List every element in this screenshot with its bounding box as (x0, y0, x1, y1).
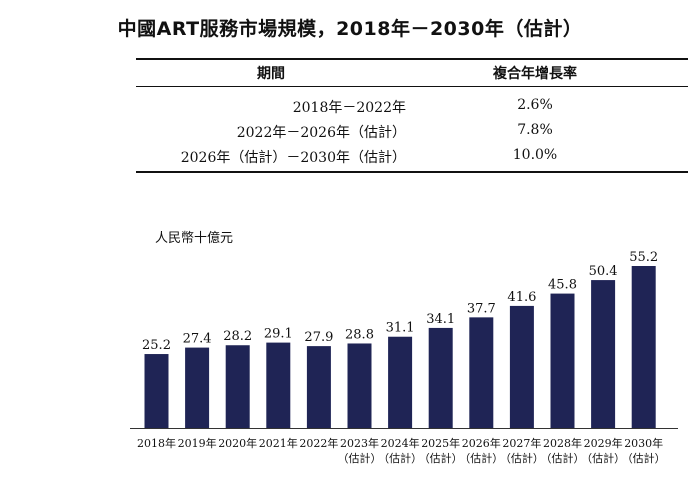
data-label: 55.2 (629, 250, 658, 265)
data-label: 27.9 (304, 330, 333, 345)
x-tick-sublabel: （估計） (419, 451, 463, 465)
bar-2020年 (225, 345, 250, 428)
table-header-cagr: 複合年增長率 (493, 66, 577, 82)
x-tick-label: 2029年 (584, 436, 623, 450)
x-tick-sublabel: （估計） (622, 451, 666, 465)
bar-2019年 (185, 347, 210, 428)
chart-title: 中國ART服務市場規模，2018年－2030年（估計） (117, 18, 583, 40)
data-label: 25.2 (142, 338, 171, 353)
x-tick-label: 2026年 (462, 436, 501, 450)
data-label: 27.4 (183, 332, 212, 347)
table-cell-period: 2022年－2026年（估計） (236, 125, 406, 141)
table-cell-cagr: 7.8% (517, 122, 553, 138)
x-tick-label: 2019年 (178, 436, 217, 450)
x-tick-sublabel: （估計） (500, 451, 544, 465)
bar-2024年 (388, 336, 413, 428)
x-tick-label: 2025年 (421, 436, 460, 450)
x-tick-label: 2028年 (543, 436, 582, 450)
bar-2030年 (631, 266, 656, 428)
bar-2029年 (591, 280, 616, 428)
bar-2018年 (144, 354, 169, 428)
x-tick-label: 2027年 (502, 436, 541, 450)
table-bottom-rule (136, 171, 688, 173)
y-axis-unit-label: 人民幣十億元 (155, 231, 234, 246)
bar-2026年 (469, 317, 494, 428)
data-label: 37.7 (467, 301, 496, 316)
table-cell-cagr: 10.0% (512, 147, 558, 163)
bar-2023年 (347, 343, 372, 428)
bar-2027年 (509, 305, 534, 428)
x-tick-label: 2030年 (624, 436, 663, 450)
table-header-rule (136, 86, 688, 87)
x-tick-label: 2024年 (381, 436, 420, 450)
table-cell-period: 2018年－2022年 (292, 100, 406, 116)
data-label: 34.1 (426, 312, 455, 327)
table-cell-cagr: 2.6% (517, 97, 553, 113)
bar-2025年 (428, 327, 453, 428)
x-tick-label: 2023年 (340, 436, 379, 450)
data-label: 45.8 (548, 278, 577, 293)
bar-2022年 (306, 346, 331, 428)
x-tick-label: 2020年 (218, 436, 257, 450)
table-cell-period: 2026年（估計）－2030年（估計） (180, 150, 406, 166)
bar-2028年 (550, 293, 575, 428)
data-label: 28.2 (223, 329, 252, 344)
x-tick-sublabel: （估計） (378, 451, 422, 465)
table-header-period: 期間 (257, 66, 285, 82)
x-tick-label: 2018年 (137, 436, 176, 450)
x-tick-sublabel: （估計） (541, 451, 585, 465)
x-tick-label: 2022年 (299, 436, 338, 450)
x-tick-sublabel: （估計） (581, 451, 625, 465)
data-label: 31.1 (386, 321, 415, 336)
x-tick-sublabel: （估計） (459, 451, 503, 465)
bar-2021年 (266, 342, 291, 428)
data-label: 50.4 (589, 264, 618, 279)
x-tick-label: 2021年 (259, 436, 298, 450)
data-label: 29.1 (264, 327, 293, 342)
data-label: 41.6 (507, 290, 536, 305)
data-label: 28.8 (345, 327, 374, 342)
x-tick-sublabel: （估計） (338, 451, 382, 465)
table-top-rule (136, 58, 688, 60)
